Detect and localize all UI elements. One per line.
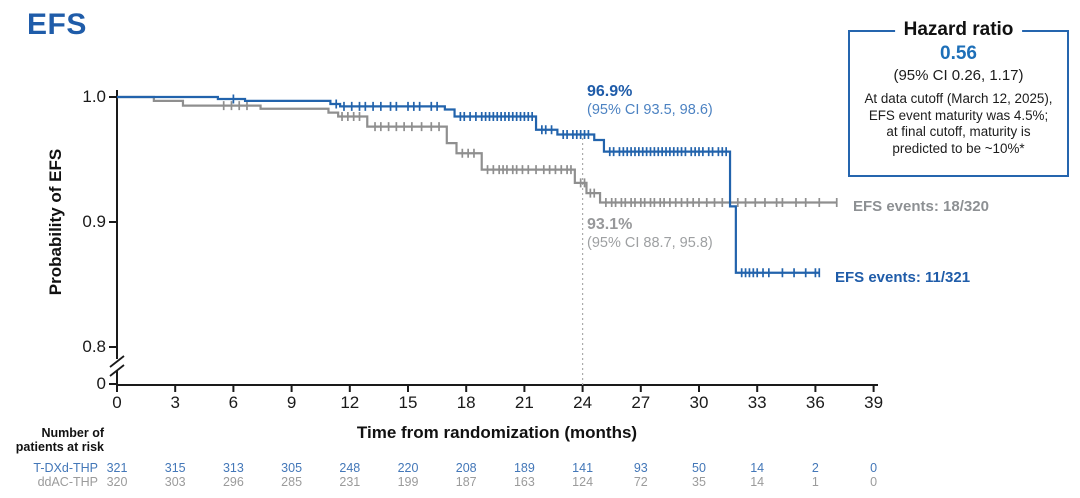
at-risk-tdxd-m30: 50 <box>692 461 706 475</box>
y-axis-break <box>109 355 125 377</box>
hazard-ratio-value: 0.56 <box>940 43 977 64</box>
at-risk-ddac-m0: 320 <box>106 475 128 489</box>
at-risk-tdxd-m3: 315 <box>164 461 186 475</box>
tdxd-landmark-value: 96.9% <box>587 83 633 100</box>
at-risk-tdxd-m21: 189 <box>513 461 535 475</box>
at-risk-ddac-m3: 303 <box>164 475 186 489</box>
at-risk-tdxd-m36: 2 <box>811 461 819 475</box>
y-tick-label-0.9: 0.9 <box>82 212 106 232</box>
at-risk-ddac-m30: 35 <box>692 475 706 489</box>
x-tick-label-36: 36 <box>805 393 825 412</box>
at-risk-ddac-m6: 296 <box>222 475 244 489</box>
at-risk-ddac-m27: 72 <box>633 475 648 489</box>
at-risk-header-line2: patients at risk <box>15 439 104 454</box>
at-risk-ddac-m9: 285 <box>281 475 303 489</box>
at-risk-tdxd-m18: 208 <box>455 461 477 475</box>
x-tick-label-24: 24 <box>573 393 593 412</box>
landmark-annotation-tdxd: 96.9% (95% CI 93.5, 98.6) <box>587 83 713 119</box>
y-tick-label-1.0: 1.0 <box>82 87 106 107</box>
at-risk-header-line1: Number of <box>41 426 105 440</box>
y-axis-label: Probability of EFS <box>46 148 65 296</box>
at-risk-ddac-m33: 14 <box>750 475 765 489</box>
hazard-note-line-3: at final cutoff, maturity is <box>886 124 1031 140</box>
km-curve-t-dxd-thp <box>117 95 820 274</box>
tdxd-landmark-ci: (95% CI 93.5, 98.6) <box>587 101 713 118</box>
y-tick-label-0: 0 <box>96 374 106 394</box>
x-tick-label-3: 3 <box>170 393 180 412</box>
hazard-note-line-2: EFS event maturity was 4.5%; <box>868 107 1049 123</box>
plot-axes <box>116 90 878 386</box>
hazard-note-line-1: At data cutoff (March 12, 2025), <box>864 91 1053 107</box>
x-tick-label-12: 12 <box>340 393 360 412</box>
landmark-annotation-ddac: 93.1% (95% CI 88.7, 95.8) <box>587 216 713 252</box>
at-risk-tdxd-m15: 220 <box>397 461 419 475</box>
at-risk-row-label-tdxd: T-DXd-THP <box>33 461 98 475</box>
x-tick-label-6: 6 <box>228 393 239 412</box>
x-tick-label-33: 33 <box>747 393 767 412</box>
ddac-events-label: EFS events: 18/320 <box>853 198 989 215</box>
x-axis-label: Time from randomization (months) <box>356 423 638 442</box>
at-risk-tdxd-m12: 248 <box>339 461 361 475</box>
at-risk-ddac-m18: 187 <box>455 475 477 489</box>
ddac-landmark-value: 93.1% <box>587 216 633 233</box>
at-risk-tdxd-m33: 14 <box>750 461 765 475</box>
at-risk-ddac-m39: 0 <box>870 475 878 489</box>
hazard-ratio-note: At data cutoff (March 12, 2025), EFS eve… <box>850 91 1067 157</box>
y-tick-label-0.8: 0.8 <box>82 337 106 357</box>
x-tick-label-30: 30 <box>689 393 709 412</box>
at-risk-ddac-m15: 199 <box>397 475 419 489</box>
at-risk-tdxd-m27: 93 <box>633 461 648 475</box>
at-risk-ddac-m21: 163 <box>513 475 535 489</box>
at-risk-ddac-m36: 1 <box>811 475 819 489</box>
at-risk-tdxd-m0: 321 <box>106 461 128 475</box>
at-risk-ddac-m12: 231 <box>339 475 361 489</box>
ddac-landmark-ci: (95% CI 88.7, 95.8) <box>587 234 713 251</box>
tdxd-events-label: EFS events: 11/321 <box>835 269 971 286</box>
page-title: EFS <box>27 8 87 41</box>
at-risk-tdxd-m6: 313 <box>222 461 244 475</box>
x-tick-label-21: 21 <box>514 393 534 412</box>
at-risk-row-label-ddac: ddAC-THP <box>37 475 98 489</box>
at-risk-header: Number of patients at risk <box>0 426 105 454</box>
at-risk-tdxd-m39: 0 <box>870 461 878 475</box>
at-risk-ddac-m24: 124 <box>572 475 594 489</box>
at-risk-tdxd-m9: 305 <box>281 461 303 475</box>
hazard-ratio-ci: (95% CI 0.26, 1.17) <box>893 66 1024 84</box>
x-tick-label-9: 9 <box>286 393 297 412</box>
hazard-ratio-box: Hazard ratio 0.56 (95% CI 0.26, 1.17) At… <box>848 18 1069 177</box>
hazard-ratio-title: Hazard ratio <box>894 18 1023 43</box>
x-tick-label-39: 39 <box>864 393 884 412</box>
x-tick-label-15: 15 <box>398 393 418 412</box>
at-risk-tdxd-m24: 141 <box>572 461 594 475</box>
km-curve-ddac-thp <box>117 95 837 204</box>
x-tick-label-27: 27 <box>631 393 651 412</box>
hazard-note-line-4: predicted to be ~10%* <box>892 140 1025 156</box>
x-tick-label-18: 18 <box>456 393 476 412</box>
x-tick-label-0: 0 <box>112 393 122 412</box>
